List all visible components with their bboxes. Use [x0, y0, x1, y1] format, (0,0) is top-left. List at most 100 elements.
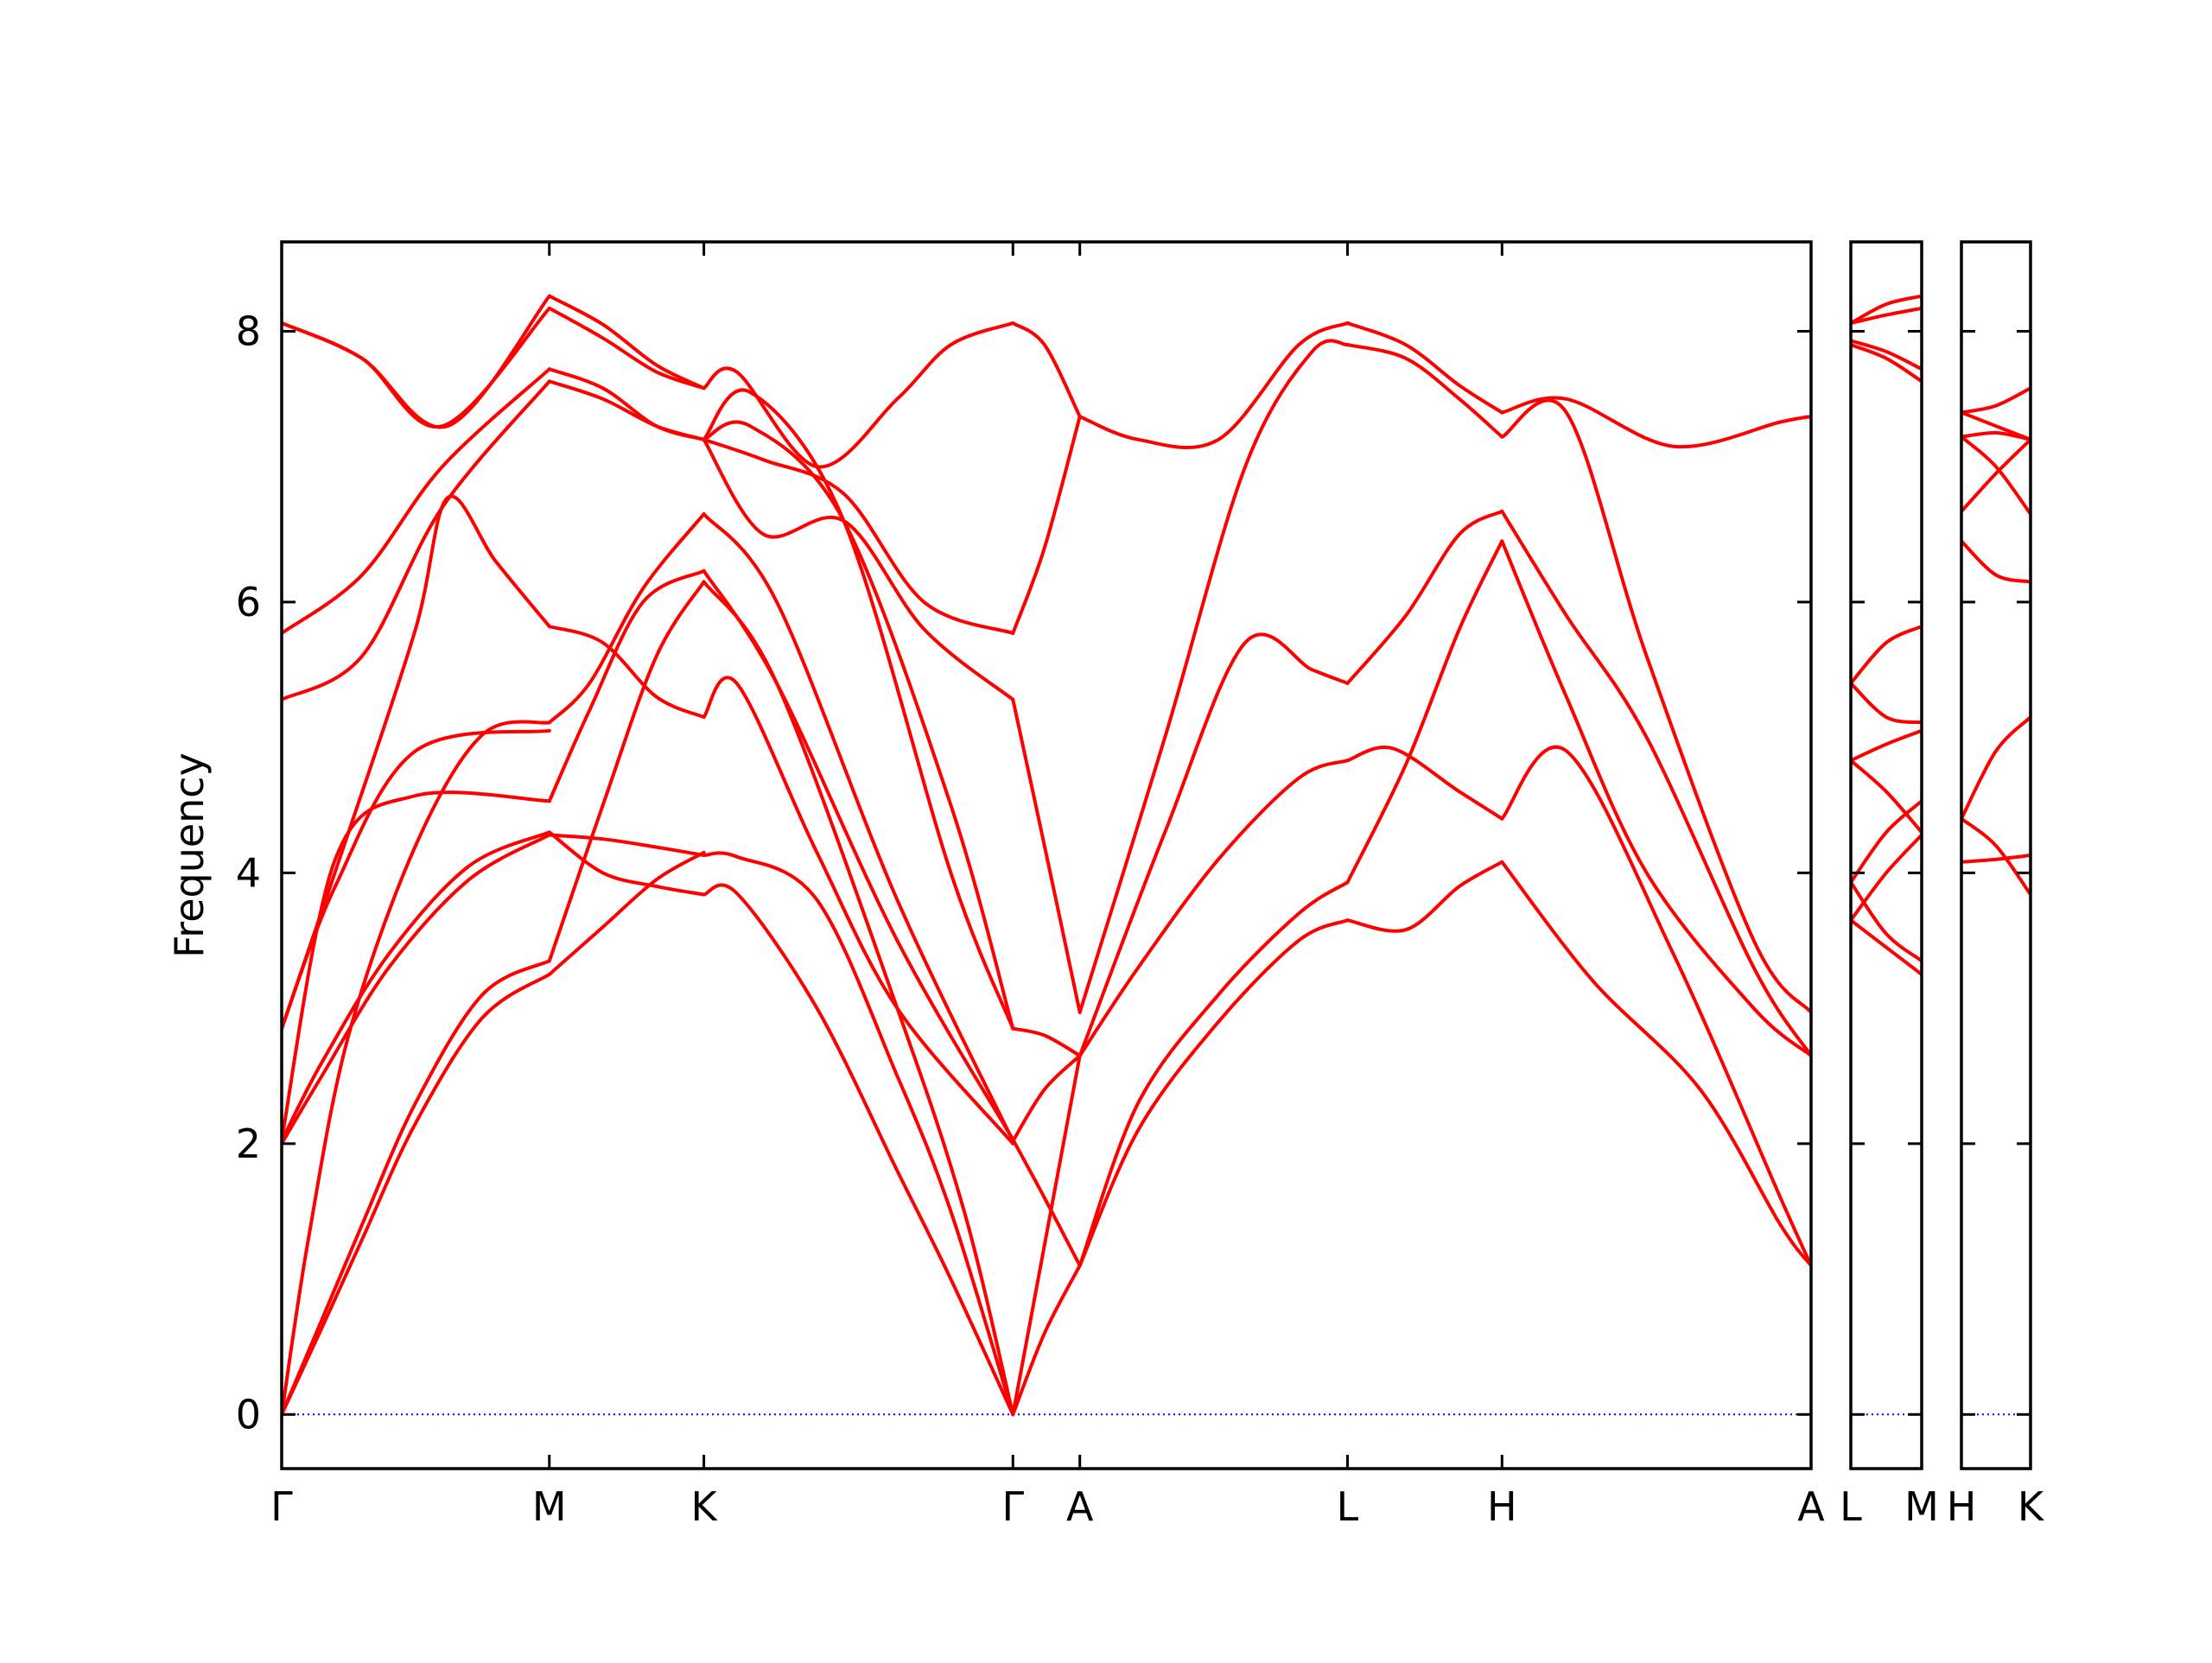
band-line — [1851, 294, 1922, 325]
band-line — [547, 580, 706, 963]
x-tick-label: M — [532, 1483, 567, 1530]
band-line — [547, 306, 706, 390]
band-line — [1011, 1138, 1082, 1267]
band-line — [702, 851, 1015, 1417]
band-line — [1011, 321, 1082, 419]
band-line — [1011, 1263, 1082, 1417]
band-line — [1851, 343, 1922, 384]
band-line — [1961, 539, 2031, 584]
band-line — [1961, 437, 2031, 513]
x-tick-label: Γ — [270, 1483, 293, 1530]
band-line — [702, 568, 1015, 1142]
band-line — [1077, 759, 1350, 1057]
band-line — [702, 437, 1015, 701]
band-line — [1345, 343, 1504, 439]
x-tick-label: L — [1840, 1483, 1862, 1530]
band-line — [1500, 860, 1811, 1267]
band-line — [1345, 321, 1504, 415]
y-axis-label: Frequency — [166, 752, 213, 958]
band-line — [702, 321, 1015, 469]
band-line — [702, 512, 1015, 1143]
band-line — [547, 833, 706, 857]
band-line — [1011, 415, 1082, 635]
band-line — [282, 830, 551, 1143]
panel-frame — [280, 240, 1813, 1470]
band-line — [282, 959, 551, 1417]
band-line — [1961, 816, 2031, 897]
band-line — [1077, 918, 1350, 1267]
band-line — [547, 367, 706, 441]
y-tick-label: 6 — [236, 579, 261, 625]
band-line — [1961, 430, 2031, 441]
band-line — [1077, 632, 1350, 1057]
panel-frame — [1960, 240, 2032, 1470]
band-line — [1851, 880, 1922, 963]
band-line — [282, 972, 551, 1417]
x-tick-label: A — [1797, 1483, 1825, 1530]
band-line — [282, 379, 551, 701]
x-tick-label: A — [1066, 1483, 1094, 1530]
x-tick-label: H — [1947, 1483, 1977, 1530]
band-line — [547, 294, 706, 390]
band-line — [282, 367, 551, 635]
x-tick-label: K — [691, 1483, 719, 1530]
band-line — [1011, 1026, 1082, 1057]
y-tick-label: 0 — [236, 1391, 261, 1438]
band-line — [1077, 321, 1350, 450]
band-line — [1500, 396, 1811, 449]
band-line — [1011, 697, 1082, 1014]
band-line — [282, 728, 551, 1031]
band-line — [702, 437, 1015, 635]
band-line — [282, 294, 551, 429]
band-line — [1851, 306, 1922, 325]
band-line — [1077, 880, 1350, 1267]
band-line — [702, 883, 1015, 1417]
x-tick-label: H — [1487, 1483, 1517, 1530]
band-line — [1851, 681, 1922, 725]
band-line — [1851, 339, 1922, 371]
band-line — [547, 850, 706, 976]
band-line — [282, 306, 551, 429]
band-line — [702, 420, 1015, 1031]
band-line — [1500, 509, 1811, 1057]
x-tick-label: Γ — [1001, 1483, 1024, 1530]
y-tick-label: 8 — [236, 308, 261, 354]
band-line — [1961, 435, 2031, 516]
band-line — [1961, 386, 2031, 415]
band-line — [1961, 854, 2031, 864]
band-line — [1961, 715, 2031, 821]
band-line — [1345, 745, 1504, 821]
x-tick-label: K — [2018, 1483, 2045, 1530]
band-line — [1500, 398, 1811, 1014]
band-line — [1345, 860, 1504, 933]
band-line — [547, 830, 706, 897]
band-line — [1345, 509, 1504, 685]
band-line — [702, 676, 1015, 1146]
band-line — [1345, 539, 1504, 885]
band-line — [282, 494, 551, 1031]
band-line — [547, 379, 706, 441]
band-line — [702, 388, 1015, 1031]
band-line — [1851, 759, 1922, 835]
band-line — [1851, 728, 1922, 763]
band-line — [1500, 745, 1811, 1267]
band-line — [1011, 1054, 1082, 1417]
band-line — [1851, 799, 1922, 885]
band-line — [1500, 539, 1811, 1057]
band-line — [1011, 1054, 1082, 1143]
band-line — [547, 512, 706, 725]
x-tick-label: M — [1904, 1483, 1939, 1530]
band-line — [1851, 918, 1922, 976]
band-line — [282, 720, 551, 1417]
y-tick-label: 2 — [236, 1120, 261, 1167]
x-tick-label: L — [1337, 1483, 1359, 1530]
band-line — [547, 625, 706, 720]
band-line — [1851, 625, 1922, 685]
band-line — [1077, 339, 1350, 1014]
band-line — [1851, 833, 1922, 923]
band-line — [282, 833, 551, 1146]
y-tick-label: 4 — [236, 849, 261, 896]
panel-frame — [1849, 240, 1923, 1470]
